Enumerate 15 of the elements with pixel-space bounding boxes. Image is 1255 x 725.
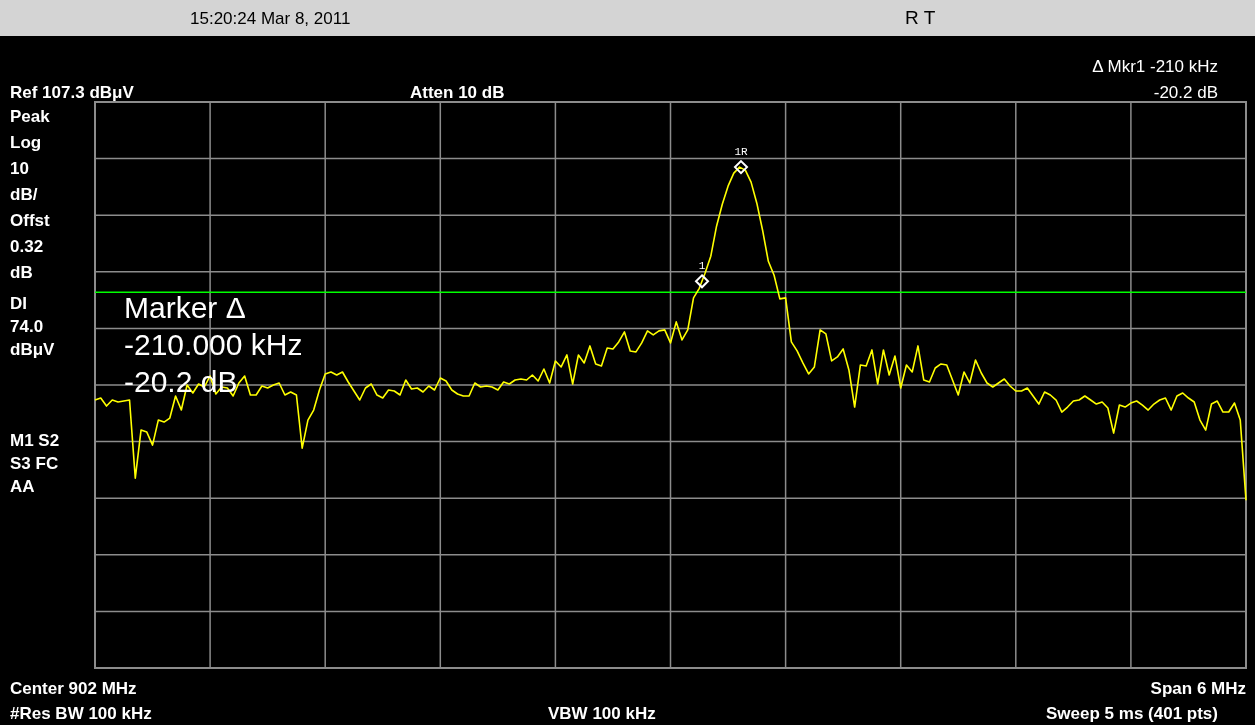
text: 15:20:24 Mar 8, 2011 — [190, 9, 351, 28]
text: Atten 10 dB — [410, 83, 505, 102]
annotation: 1R — [734, 146, 748, 159]
text: Span 6 MHz — [1150, 679, 1246, 698]
text: Center 902 MHz — [10, 679, 137, 698]
text: Peak Log 10 dB/ Offst 0.32 dB — [10, 107, 51, 282]
text: Sweep 5 ms (401 pts) — [1046, 704, 1218, 723]
text: VBW 100 kHz — [548, 704, 656, 723]
text: #Res BW 100 kHz — [10, 704, 152, 723]
annotation: 1 — [698, 260, 706, 273]
text: Δ Mkr1 -210 kHz -20.2 dB — [1092, 57, 1218, 102]
text: M1 S2 S3 FC AA — [10, 431, 60, 496]
text: Ref 107.3 dBμV — [10, 83, 135, 102]
ref-line-label: DI 74.0 dBμV — [10, 294, 56, 360]
text: R T — [905, 7, 936, 28]
